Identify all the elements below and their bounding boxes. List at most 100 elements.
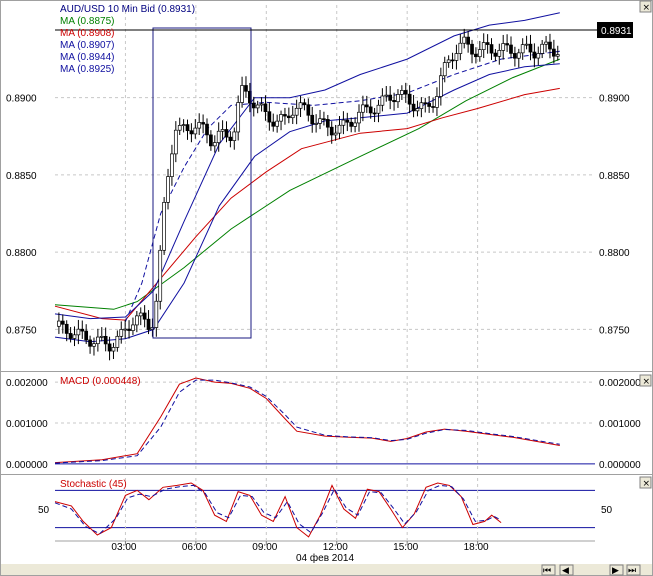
- next-icon: ▶: [612, 566, 619, 576]
- prev-icon: ◀: [562, 566, 569, 576]
- candle-body: [286, 115, 291, 119]
- legend-entry: MA (0.8944): [60, 52, 114, 63]
- x-tick-label: 18:00: [464, 542, 489, 553]
- ma-line-3: [54, 12, 560, 320]
- candle-body: [205, 123, 209, 136]
- candle-body: [548, 41, 552, 50]
- candle-body: [150, 327, 155, 330]
- candle-body: [481, 42, 486, 50]
- y-tick-label: 0.8750: [6, 325, 37, 336]
- candle-body: [524, 43, 529, 46]
- macd-panel[interactable]: 0.002000 0.001000 0.000000 0.002000 0.00100…: [6, 374, 652, 471]
- scroll-first-button[interactable]: [541, 564, 556, 576]
- candle-body: [501, 43, 506, 51]
- candle-body: [427, 103, 431, 107]
- candle-body: [283, 114, 287, 117]
- candle-body: [423, 102, 428, 105]
- candle-body: [345, 119, 350, 123]
- candle-body: [341, 119, 346, 126]
- candle-body: [162, 201, 166, 251]
- candle-body: [516, 52, 521, 59]
- stochastic-line-0: [54, 482, 502, 538]
- candle-body: [72, 334, 77, 339]
- y-tick-label: 0.8900: [599, 94, 630, 105]
- candle-body: [415, 108, 420, 112]
- close-icon: ×: [643, 377, 651, 387]
- candle-body: [107, 343, 112, 352]
- y-tick-label: 0.8850: [6, 171, 37, 182]
- candle-body: [407, 93, 412, 105]
- candle-body: [306, 104, 311, 116]
- candle-body: [532, 51, 537, 59]
- candle-body: [64, 323, 69, 334]
- candle-body: [544, 41, 548, 45]
- candle-body: [298, 102, 303, 109]
- x-tick-label: 03:00: [111, 542, 136, 553]
- candle-body: [111, 347, 116, 352]
- y-tick-label: 0.002000: [6, 378, 48, 389]
- close-icon: ×: [643, 479, 651, 489]
- candle-body: [154, 300, 159, 328]
- candle-body: [201, 122, 205, 125]
- candle-body: [279, 114, 283, 122]
- candle-body: [146, 318, 151, 330]
- candle-body: [251, 102, 256, 109]
- candle-body: [462, 36, 467, 44]
- selection-box[interactable]: [152, 27, 252, 339]
- candle-body: [458, 42, 463, 54]
- scroll-navigation[interactable]: ⏮ ◀ ▶ ⏭: [1, 564, 652, 576]
- close-macd-panel-button[interactable]: [639, 374, 652, 387]
- candle-body: [76, 328, 81, 336]
- candle-body: [349, 121, 354, 127]
- candle-body: [170, 153, 174, 177]
- candle-body: [435, 96, 439, 108]
- candle-body: [497, 50, 502, 57]
- candle-body: [364, 104, 369, 108]
- close-stochastic-panel-button[interactable]: [639, 476, 652, 489]
- scroll-next-button[interactable]: [609, 564, 624, 576]
- legend-entry: MA (0.8925): [60, 64, 114, 75]
- candle-body: [244, 85, 248, 92]
- candle-body: [119, 329, 124, 337]
- macd-y-axis-right: 0.002000 0.001000 0.000000: [599, 378, 641, 471]
- candle-body: [555, 54, 560, 57]
- candle-body: [372, 112, 377, 115]
- candle-body: [224, 129, 229, 138]
- candle-body: [485, 42, 490, 45]
- candle-body: [60, 320, 65, 325]
- candle-body: [392, 100, 396, 103]
- y-tick-label: 50: [38, 505, 50, 516]
- macd-y-axis-left: 0.002000 0.001000 0.000000: [6, 378, 48, 471]
- close-price-panel-button[interactable]: [639, 0, 652, 13]
- y-tick-label: 0.8900: [6, 94, 37, 105]
- candle-body: [177, 125, 182, 131]
- candle-body: [185, 124, 190, 132]
- time-axis: 03:00 06:00 09:00 12:00 15:00 18:00: [55, 540, 595, 553]
- candle-body: [329, 126, 334, 136]
- scroll-last-button[interactable]: [626, 564, 641, 576]
- y-tick-label: 0.8800: [6, 248, 37, 259]
- candle-body: [470, 43, 474, 55]
- candle-body: [173, 129, 178, 155]
- candle-body: [322, 118, 326, 121]
- stochastic-panel[interactable]: 50 50 Stochastic (45) ×: [38, 476, 652, 540]
- y-tick-label: 0.000000: [6, 460, 48, 471]
- candle-body: [474, 53, 478, 58]
- price-y-axis-right: 0.8750 0.8800 0.8850 0.8900: [599, 94, 630, 337]
- y-tick-label: 0.000000: [599, 460, 641, 471]
- candle-body: [84, 330, 89, 341]
- y-tick-label: 50: [601, 505, 613, 516]
- y-tick-label: 0.001000: [599, 419, 641, 430]
- candle-body: [68, 333, 73, 339]
- candle-body: [193, 127, 198, 135]
- price-legend: AUD/USD 10 Min Bid (0.8931)MA (0.8875)MA…: [60, 4, 195, 75]
- stochastic-gridlines: [55, 478, 595, 540]
- candle-body: [310, 114, 315, 125]
- scroll-prev-button[interactable]: [559, 564, 574, 576]
- moving-average-lines: [54, 12, 560, 343]
- candle-body: [236, 102, 241, 133]
- candle-body: [57, 320, 61, 327]
- candle-body: [197, 122, 202, 129]
- price-candles: [57, 28, 560, 361]
